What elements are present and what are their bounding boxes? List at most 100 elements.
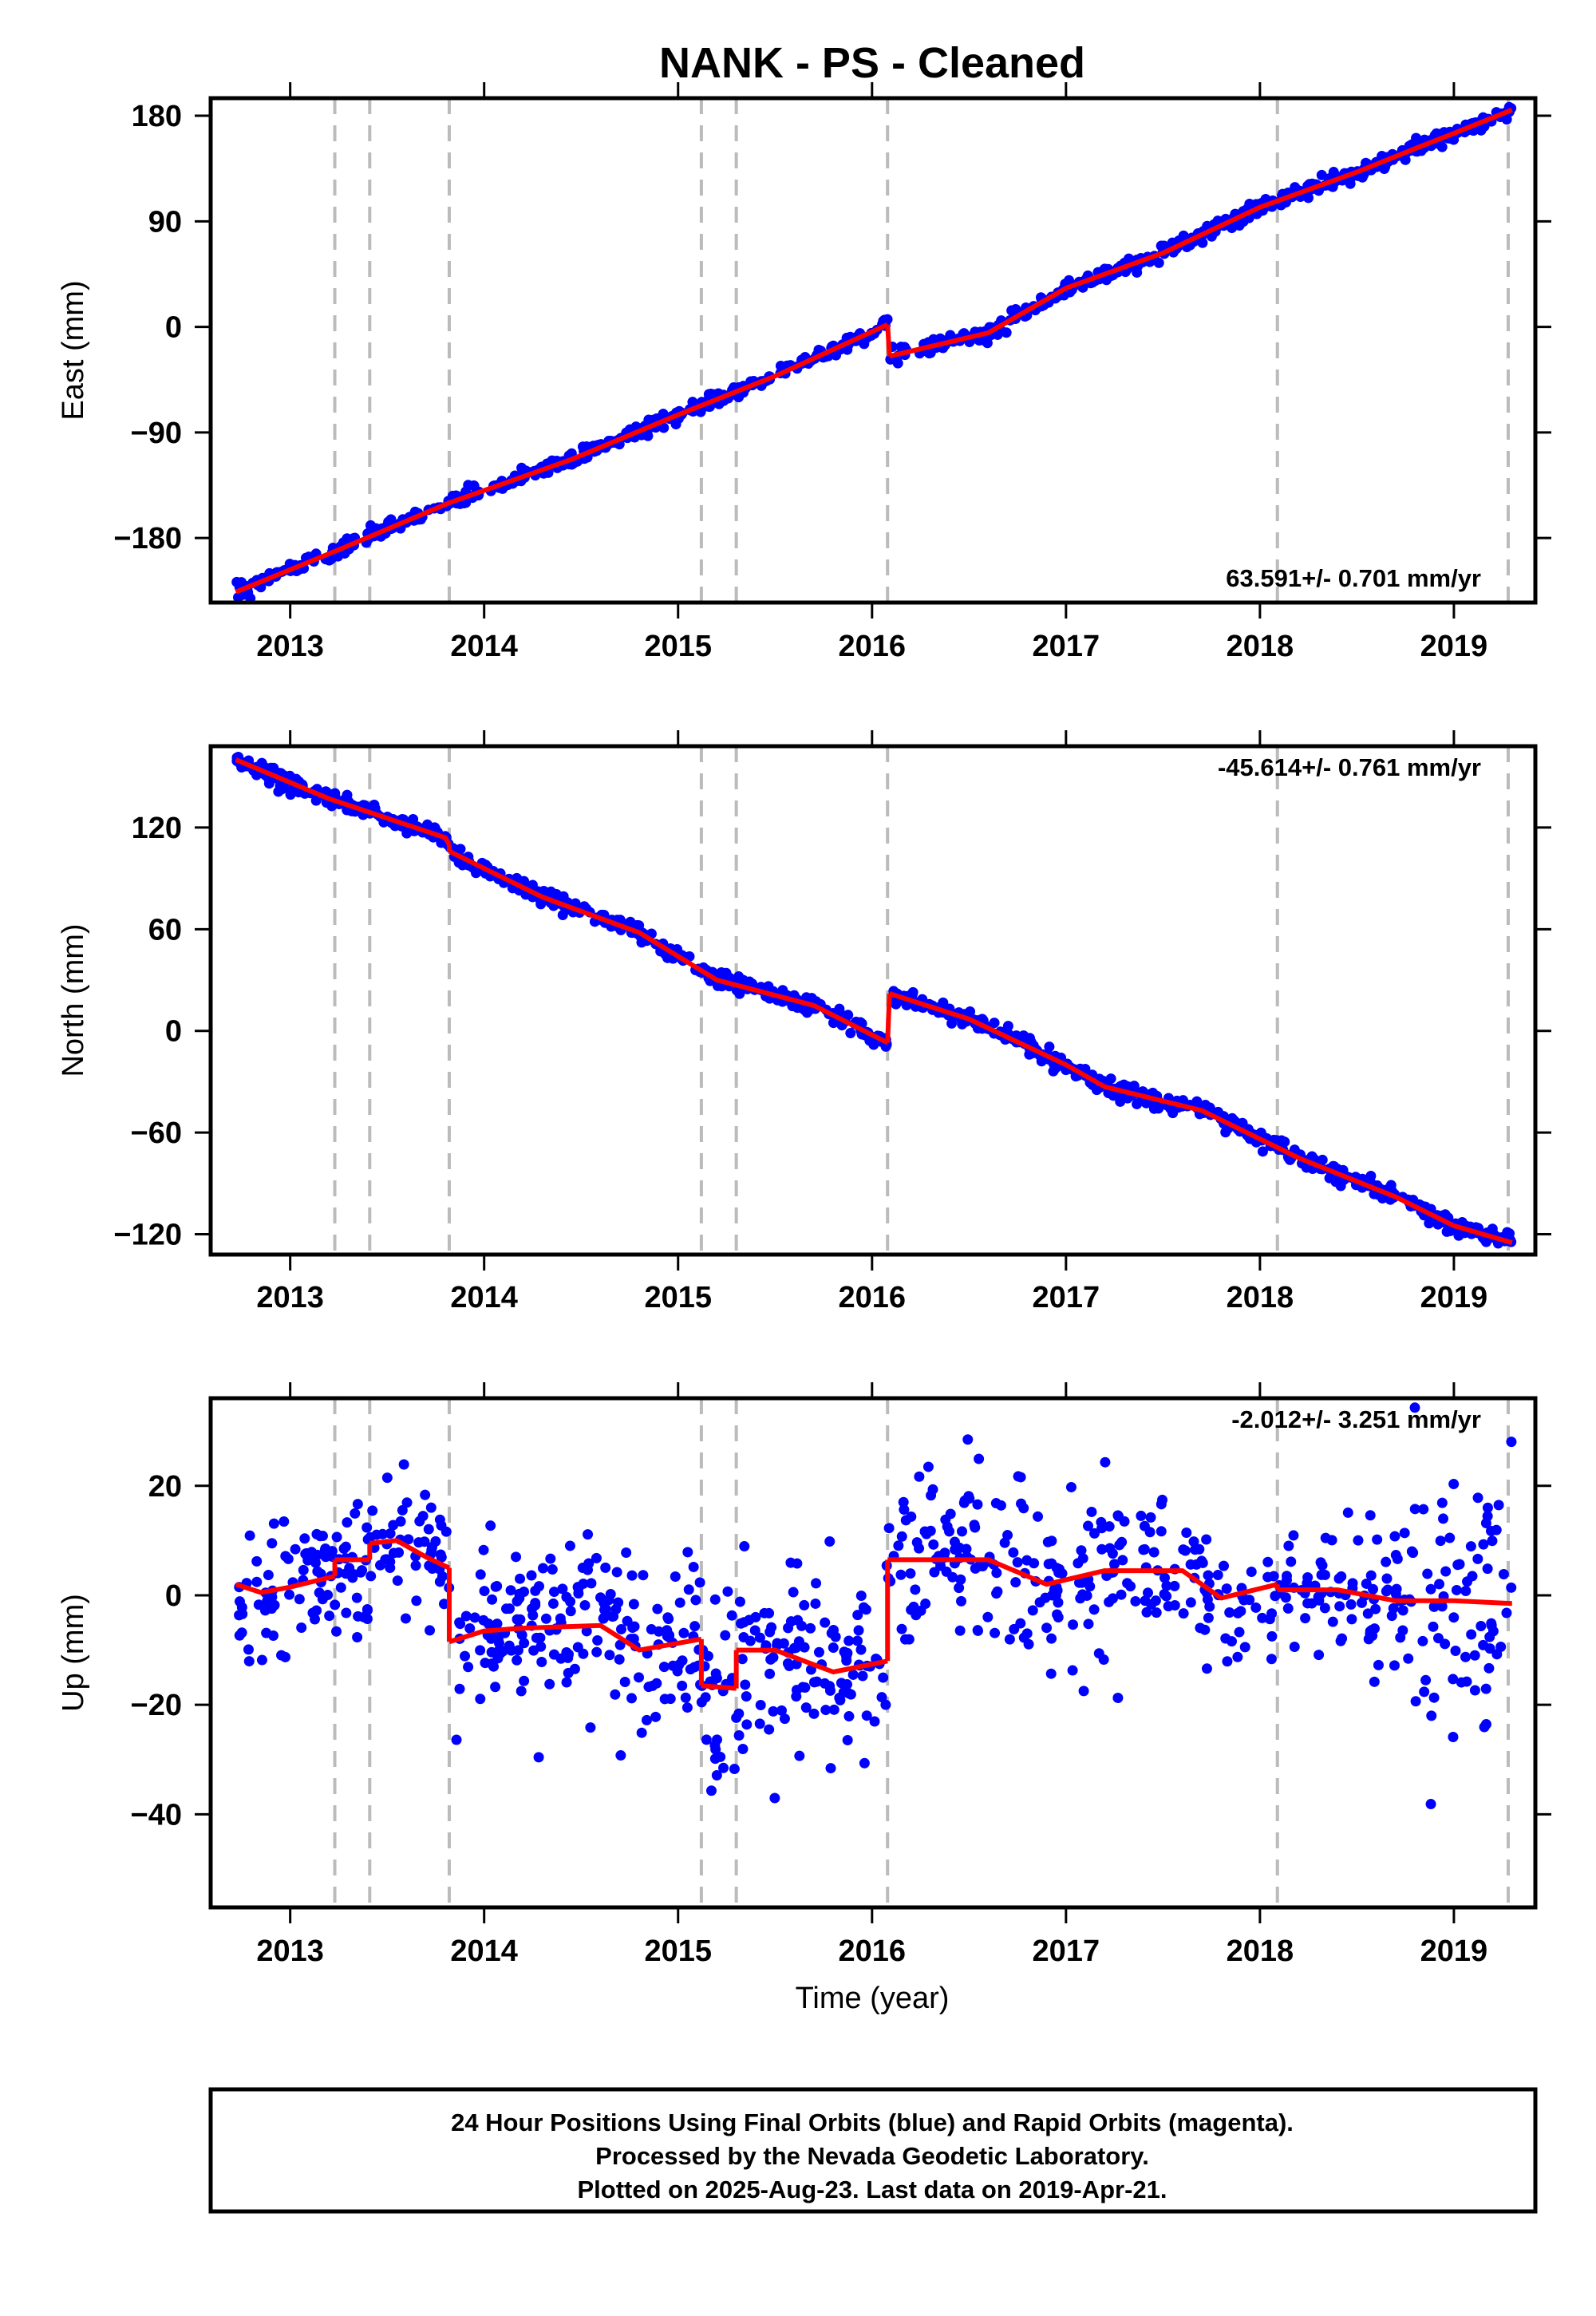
data-point [1462,1576,1473,1587]
model-line-segment [701,1683,737,1691]
x-tick-label: 2018 [1227,630,1294,663]
data-point [565,1596,576,1607]
data-point [1116,1589,1127,1600]
data-point [701,1734,712,1745]
data-point [1122,1578,1133,1589]
data-point [845,1027,856,1038]
data-point [687,397,698,408]
data-point [519,1638,530,1649]
x-tick-label: 2014 [450,630,518,663]
x-tick-label: 2019 [1420,630,1488,663]
data-point [1353,1535,1364,1546]
data-point [251,1555,263,1567]
data-point [301,1547,312,1559]
data-point [454,1683,465,1694]
data-point [710,1668,721,1679]
data-point [1159,1572,1171,1583]
data-point [1335,1635,1346,1646]
data-point [1342,1507,1353,1518]
data-point [310,795,322,806]
data-point [410,1560,421,1571]
data-point [741,1719,753,1730]
data-point [972,1499,983,1510]
data-point [492,1618,503,1630]
data-point [1145,1512,1156,1523]
data-point [1188,1536,1199,1547]
data-point [388,1520,399,1531]
data-point [710,1744,721,1755]
data-point [711,1770,722,1781]
data-point [1327,1616,1338,1627]
data-point [674,1597,685,1608]
data-point [1104,1521,1115,1532]
data-point [1023,1638,1034,1650]
data-point [565,1606,576,1617]
data-point [463,480,474,491]
data-point [504,1603,515,1614]
data-point [772,1638,783,1649]
data-point [677,1680,688,1691]
x-tick-label: 2019 [1420,1281,1488,1314]
data-point [579,1599,591,1611]
data-point [1222,1656,1233,1667]
data-point [811,1578,822,1589]
data-point [1012,1557,1023,1568]
data-point [1491,1649,1503,1660]
data-point [825,1763,836,1774]
data-point [1424,1218,1435,1229]
data-point [1365,1171,1377,1182]
y-tick-label: −40 [131,1798,182,1832]
data-point [1077,1577,1088,1588]
data-point [611,1567,622,1578]
y-tick-label: −60 [131,1117,182,1150]
data-point [910,1584,921,1595]
data-point [294,1594,305,1605]
data-point [451,1734,462,1745]
data-point [737,1743,749,1754]
data-point [794,1750,805,1761]
data-point [893,1540,904,1551]
data-point [1361,1578,1372,1589]
model-line-segment [235,322,889,595]
data-point [650,1711,662,1722]
data-point [1266,1630,1278,1642]
data-point [487,1594,498,1605]
data-point [557,910,568,921]
data-point [616,1623,627,1634]
data-point [1190,1544,1201,1555]
data-point [1156,1499,1167,1510]
data-point [1381,1586,1392,1597]
data-point [779,1713,790,1725]
data-point [1506,1582,1517,1593]
x-tick-label: 2019 [1420,1935,1488,1968]
data-point [857,1670,868,1682]
x-tick-label: 2013 [256,630,324,663]
data-point [969,1520,980,1531]
data-point [1130,1595,1141,1607]
data-point [417,1511,429,1522]
data-point [1033,1511,1044,1522]
data-point [749,1625,760,1636]
data-point [903,1634,915,1645]
data-point [1116,1536,1128,1547]
data-point [615,1750,626,1761]
data-point [788,1587,799,1598]
data-point [312,1566,323,1577]
data-point [683,1584,694,1595]
data-point [1257,1146,1268,1157]
data-point [1169,1600,1180,1611]
data-point [234,1630,245,1641]
data-point [662,1612,674,1623]
data-point [276,784,287,795]
data-point [536,1656,547,1667]
data-point [810,1598,821,1609]
x-tick-label: 2017 [1033,1935,1100,1968]
x-tick-label: 2014 [450,1935,518,1968]
data-point [234,1610,245,1621]
data-point [1357,1597,1368,1608]
data-point [847,1669,859,1680]
data-points [231,751,1517,1249]
data-point [279,1516,290,1528]
data-point [855,1644,867,1655]
